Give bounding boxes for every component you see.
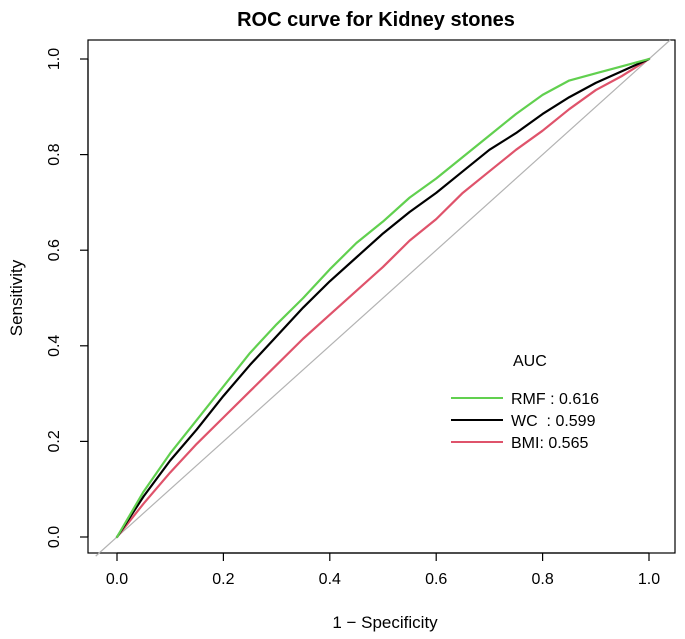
y-tick-label: 0.4 — [46, 335, 63, 357]
y-tick-label: 1.0 — [46, 48, 63, 70]
x-tick-label: 0.0 — [106, 571, 128, 588]
x-tick-label: 1.0 — [638, 571, 660, 588]
y-axis-label: Sensitivity — [7, 259, 26, 336]
x-tick-label: 0.6 — [425, 571, 447, 588]
y-tick-label: 0.8 — [46, 143, 63, 165]
legend: AUC RMF : 0.616 WC : 0.599 BMI: 0.565 — [451, 353, 599, 452]
x-tick-label: 0.4 — [319, 571, 341, 588]
x-tick-label: 0.2 — [212, 571, 234, 588]
legend-label-bmi: BMI: 0.565 — [511, 435, 588, 452]
y-tick-label: 0.0 — [46, 526, 63, 548]
y-tick-label: 0.6 — [46, 239, 63, 261]
x-tick-label: 0.8 — [531, 571, 553, 588]
y-tick-label: 0.2 — [46, 430, 63, 452]
legend-label-wc: WC : 0.599 — [511, 413, 596, 430]
x-axis-label: 1 − Specificity — [332, 613, 438, 632]
y-axis: 0.0 0.2 0.4 0.6 0.8 1.0 — [46, 48, 89, 548]
series-line-wc — [115, 57, 651, 539]
series-layer — [115, 57, 651, 539]
chart-title: ROC curve for Kidney stones — [237, 9, 515, 31]
legend-label-rmf: RMF : 0.616 — [511, 391, 599, 408]
series-line-rmf — [115, 57, 651, 539]
reference-diagonal — [95, 39, 671, 557]
x-axis: 0.0 0.2 0.4 0.6 0.8 1.0 — [106, 552, 660, 588]
legend-title: AUC — [513, 353, 547, 370]
series-line-bmi — [115, 57, 651, 539]
reference-layer — [95, 39, 671, 557]
